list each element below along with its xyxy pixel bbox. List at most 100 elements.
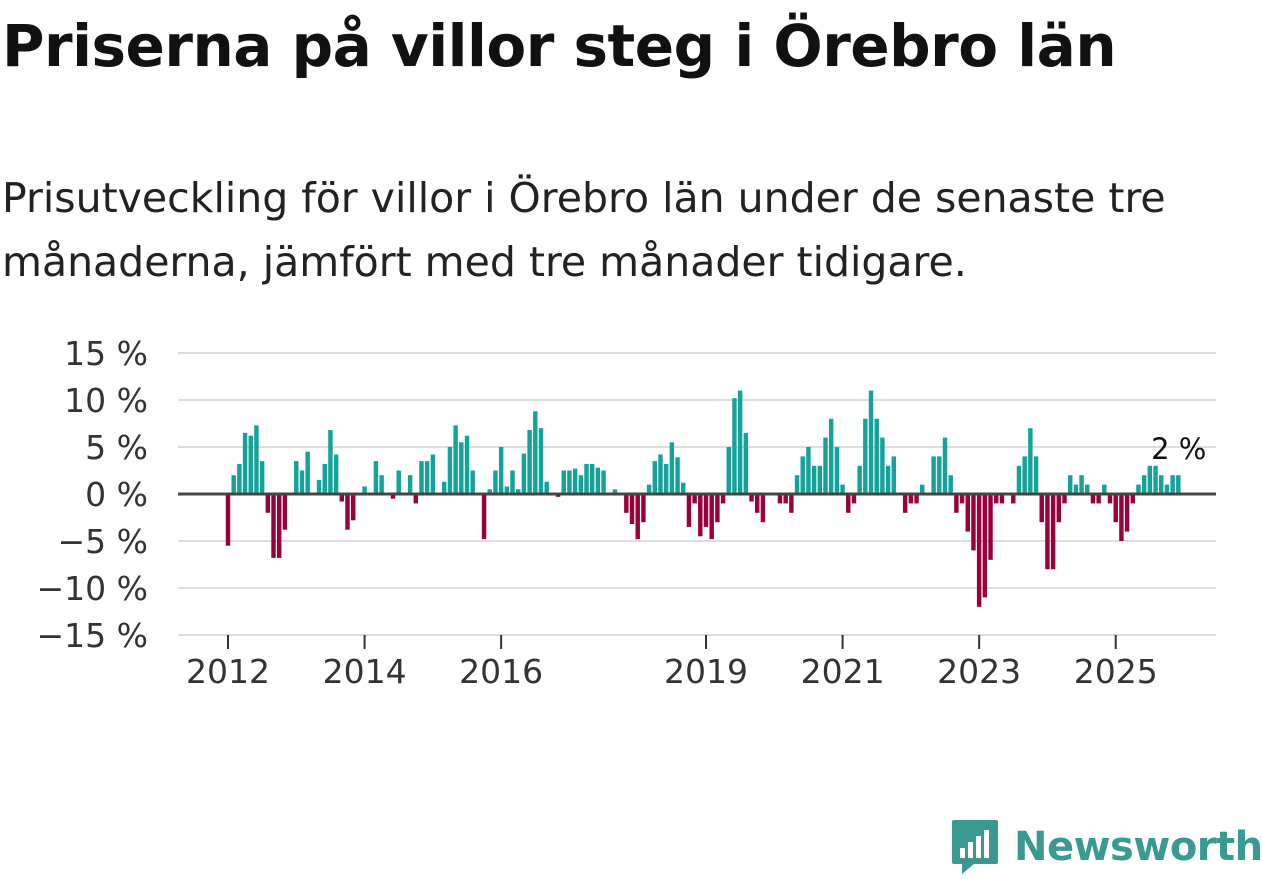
bar <box>447 447 453 494</box>
bar <box>1119 494 1124 541</box>
bar <box>965 494 970 532</box>
bar <box>538 428 544 494</box>
x-tick-label: 2016 <box>459 652 543 691</box>
bar <box>681 482 686 494</box>
bar <box>345 494 350 530</box>
last-value-label: 2 % <box>1151 432 1206 466</box>
bar <box>971 494 976 551</box>
bar <box>379 475 384 494</box>
bar <box>572 468 578 494</box>
bar <box>1016 465 1022 494</box>
bar <box>516 489 521 494</box>
bar <box>817 465 823 494</box>
bar <box>1073 484 1079 494</box>
bar <box>794 475 800 494</box>
bar <box>954 494 959 513</box>
bar <box>316 479 322 494</box>
bar <box>863 418 868 494</box>
bar <box>1062 494 1067 504</box>
bar <box>1090 494 1096 504</box>
bar <box>396 470 401 494</box>
bar <box>698 494 703 537</box>
bar <box>851 494 857 504</box>
bar <box>811 465 817 494</box>
bar <box>999 494 1005 504</box>
bar <box>1011 494 1016 504</box>
bar <box>282 494 288 530</box>
bars-layer <box>225 390 1181 607</box>
bar <box>595 467 601 494</box>
bar <box>424 461 430 494</box>
x-tick-label: 2012 <box>186 652 270 691</box>
bar <box>823 437 828 494</box>
bar <box>373 461 379 494</box>
bar <box>726 447 731 494</box>
bar <box>669 442 675 494</box>
bar <box>749 494 754 502</box>
x-tick-label: 2019 <box>664 652 748 691</box>
bar <box>498 447 504 494</box>
bar <box>1102 484 1107 494</box>
price-change-chart: 15 % 10 % 5 % 0 % −5 % −10 % −15 % 2012 2014 2016… <box>37 334 1216 691</box>
x-tick-label: 2014 <box>323 652 407 691</box>
x-tick-label: 2021 <box>801 652 885 691</box>
bar <box>846 494 851 513</box>
bar <box>271 494 276 558</box>
bar <box>931 456 936 494</box>
bar <box>294 461 299 494</box>
bar <box>760 494 766 523</box>
bar <box>800 456 805 494</box>
bar <box>407 475 413 494</box>
bar <box>880 437 885 494</box>
bar <box>920 484 925 494</box>
y-tick-label: 10 % <box>64 381 148 420</box>
bar <box>567 470 572 494</box>
bar <box>1056 494 1062 523</box>
bar <box>1107 494 1113 504</box>
bar <box>976 494 982 607</box>
bar <box>1050 494 1056 570</box>
brand-logo: Newsworthy <box>950 818 1262 876</box>
bar <box>1045 494 1050 570</box>
bar <box>806 447 811 494</box>
bar <box>1176 475 1181 494</box>
bar <box>225 494 231 546</box>
bar <box>908 494 914 504</box>
bar <box>828 418 834 494</box>
bar <box>322 463 327 494</box>
bar <box>658 454 663 494</box>
bar <box>601 470 606 494</box>
bar <box>720 494 726 504</box>
bar <box>715 494 720 523</box>
bar <box>885 465 891 494</box>
bar <box>481 494 487 540</box>
bar <box>1067 475 1073 494</box>
bar <box>521 453 527 494</box>
bar <box>737 390 743 494</box>
bar <box>1113 494 1118 523</box>
bar <box>1028 428 1033 494</box>
bar <box>942 437 948 494</box>
bar <box>959 494 965 504</box>
bar <box>1141 475 1147 494</box>
bar <box>1124 494 1130 532</box>
bar <box>937 456 942 494</box>
bar <box>1170 475 1175 494</box>
bar <box>390 494 396 499</box>
bar <box>709 494 714 540</box>
bar <box>510 470 515 494</box>
bar <box>982 494 988 598</box>
bar <box>732 398 737 494</box>
page-subtitle: Prisutveckling för villor i Örebro län u… <box>2 174 1166 286</box>
bar <box>1033 456 1039 494</box>
bar <box>527 430 532 494</box>
bar <box>874 418 879 494</box>
label-layer: 15 % 10 % 5 % 0 % −5 % −10 % −15 % 2012 2014 2016… <box>37 334 1207 691</box>
x-tick-label: 2023 <box>937 652 1021 691</box>
bar <box>413 494 419 504</box>
bar <box>686 494 692 527</box>
bar <box>487 489 492 494</box>
bar <box>1096 494 1101 504</box>
bar <box>703 494 709 527</box>
bar <box>350 494 356 521</box>
